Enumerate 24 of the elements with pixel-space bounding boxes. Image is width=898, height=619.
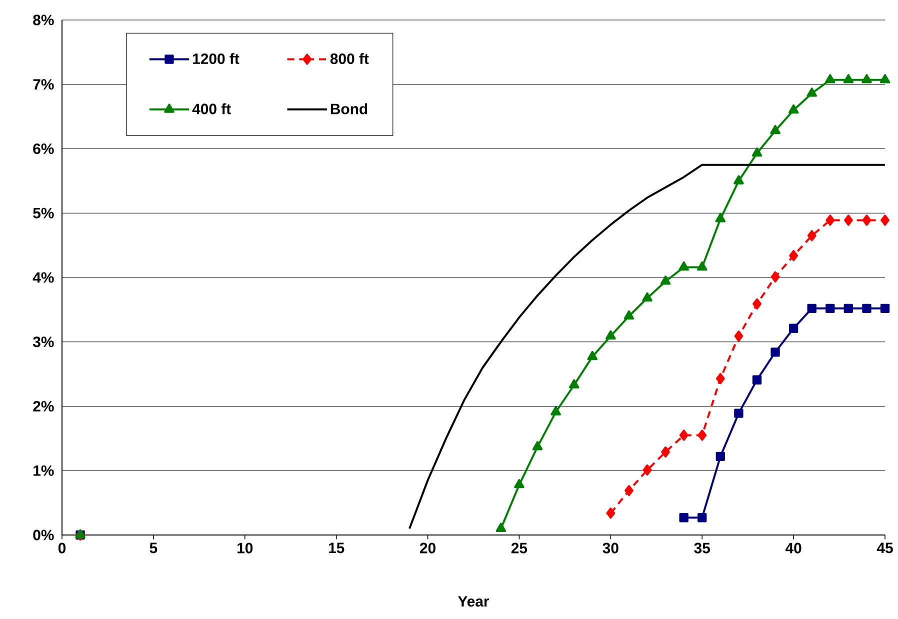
x-tick-label: 0 — [58, 542, 66, 554]
x-tick-label: 45 — [876, 542, 893, 554]
y-tick-label: 7% — [33, 79, 54, 90]
legend-label: 1200 ft — [193, 53, 240, 64]
x-tick-label: 15 — [328, 542, 344, 554]
legend-label: 400 ft — [192, 103, 231, 114]
y-tick-label: 3% — [32, 336, 54, 348]
y-tick-label: 8% — [33, 14, 54, 26]
y-tick-label: 2% — [33, 400, 54, 412]
x-tick-label: 20 — [420, 542, 436, 554]
x-tick-label: 30 — [602, 542, 618, 554]
x-tick-label: 35 — [694, 542, 710, 554]
y-tick-label: 4% — [32, 272, 54, 283]
y-tick-label: 5% — [33, 208, 54, 218]
y-tick-label: 1% — [34, 465, 54, 476]
x-tick-label: 25 — [511, 542, 528, 554]
x-tick-label: 40 — [785, 542, 802, 554]
legend-label: Bond — [330, 103, 368, 114]
y-tick-label: 6% — [33, 143, 54, 154]
y-tick-label: 0% — [33, 530, 54, 540]
legend-label: 800 ft — [330, 53, 369, 64]
x-tick-label: 5 — [150, 542, 158, 554]
x-tick-label: 10 — [238, 542, 253, 554]
x-axis-title: Year — [458, 596, 490, 607]
